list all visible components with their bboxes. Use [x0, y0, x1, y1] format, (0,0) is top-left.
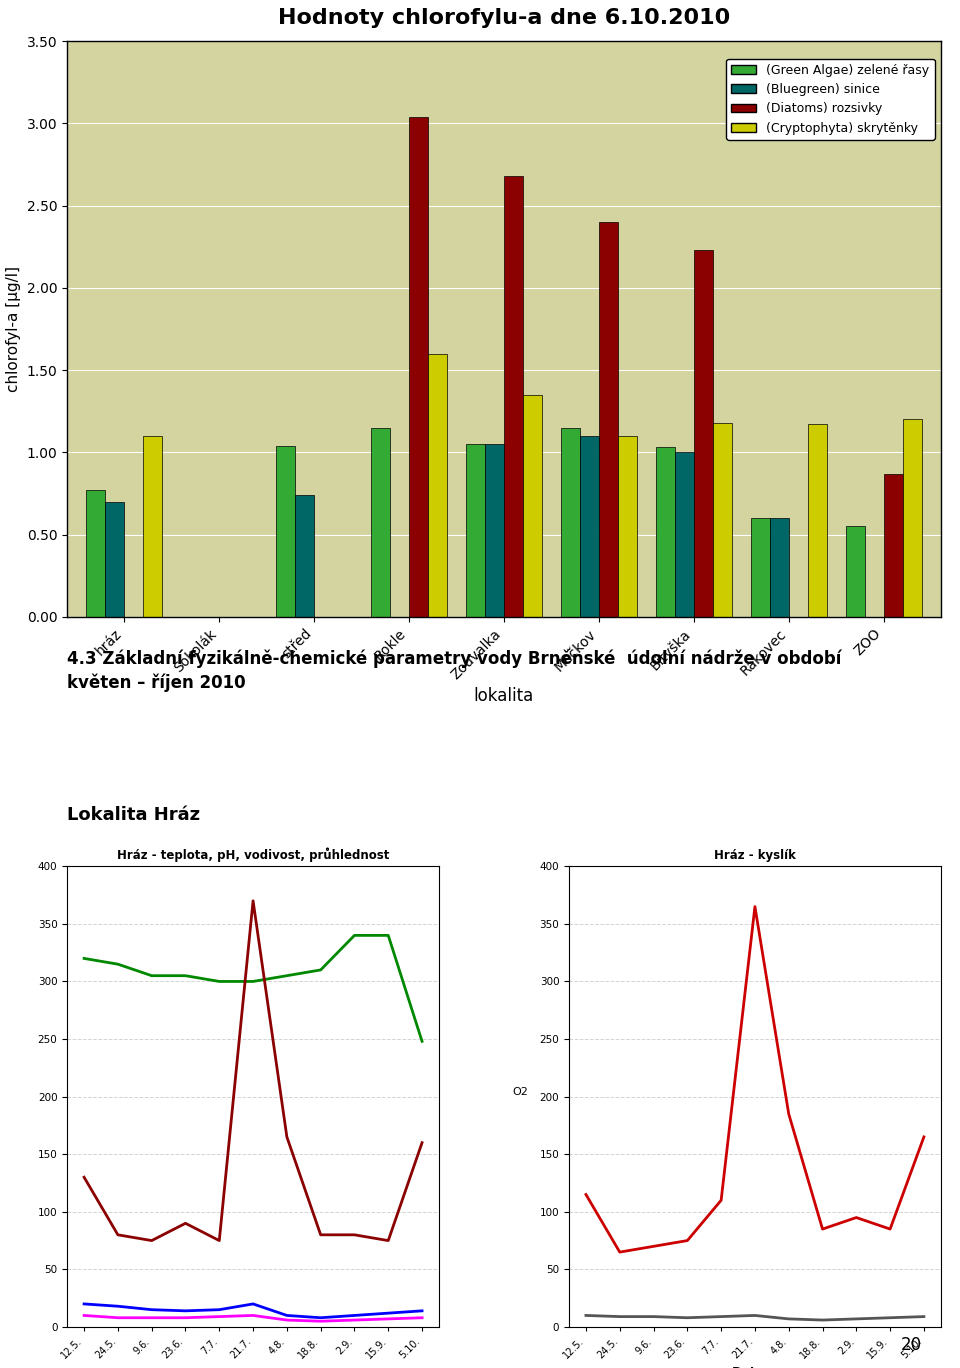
Bar	[884, 473, 902, 617]
Bar	[372, 428, 390, 617]
Bar	[675, 453, 694, 617]
Bar	[599, 222, 618, 617]
Bar	[276, 446, 295, 617]
Text: 4.3 Základní fyzikálně-chemické parametry vody Brněnské  údolní nádrže v období
: 4.3 Základní fyzikálně-chemické parametr…	[67, 650, 842, 692]
Bar	[902, 420, 922, 617]
Bar	[504, 176, 523, 617]
Bar	[106, 502, 124, 617]
Bar	[580, 436, 599, 617]
X-axis label: Datum: Datum	[732, 1367, 779, 1368]
Title: Hráz - kyslík: Hráz - kyslík	[714, 850, 796, 862]
Bar	[618, 436, 636, 617]
Bar	[751, 518, 770, 617]
Bar	[561, 428, 580, 617]
Legend: (Green Algae) zelené řasy, (Bluegreen) sinice, (Diatoms) rozsivky, (Cryptophyta): (Green Algae) zelené řasy, (Bluegreen) s…	[727, 59, 934, 140]
Title: Hráz - teplota, pH, vodivost, průhlednost: Hráz - teplota, pH, vodivost, průhlednos…	[117, 848, 389, 862]
Y-axis label: O2: O2	[513, 1086, 528, 1097]
Text: 20: 20	[900, 1337, 922, 1354]
Bar	[846, 527, 865, 617]
Bar	[656, 447, 675, 617]
Bar	[409, 116, 428, 617]
Bar	[143, 436, 162, 617]
Bar	[86, 490, 106, 617]
Bar	[713, 423, 732, 617]
Title: Hodnoty chlorofylu-a dne 6.10.2010: Hodnoty chlorofylu-a dne 6.10.2010	[277, 8, 731, 29]
Bar	[295, 495, 314, 617]
Bar	[428, 354, 447, 617]
Bar	[808, 424, 827, 617]
Bar	[694, 250, 713, 617]
Y-axis label: chlorofyl-a [µg/l]: chlorofyl-a [µg/l]	[6, 265, 21, 393]
Bar	[770, 518, 789, 617]
Bar	[523, 395, 542, 617]
X-axis label: lokalita: lokalita	[474, 687, 534, 706]
Bar	[485, 445, 504, 617]
Bar	[466, 445, 485, 617]
Text: Lokalita Hráz: Lokalita Hráz	[67, 806, 201, 824]
